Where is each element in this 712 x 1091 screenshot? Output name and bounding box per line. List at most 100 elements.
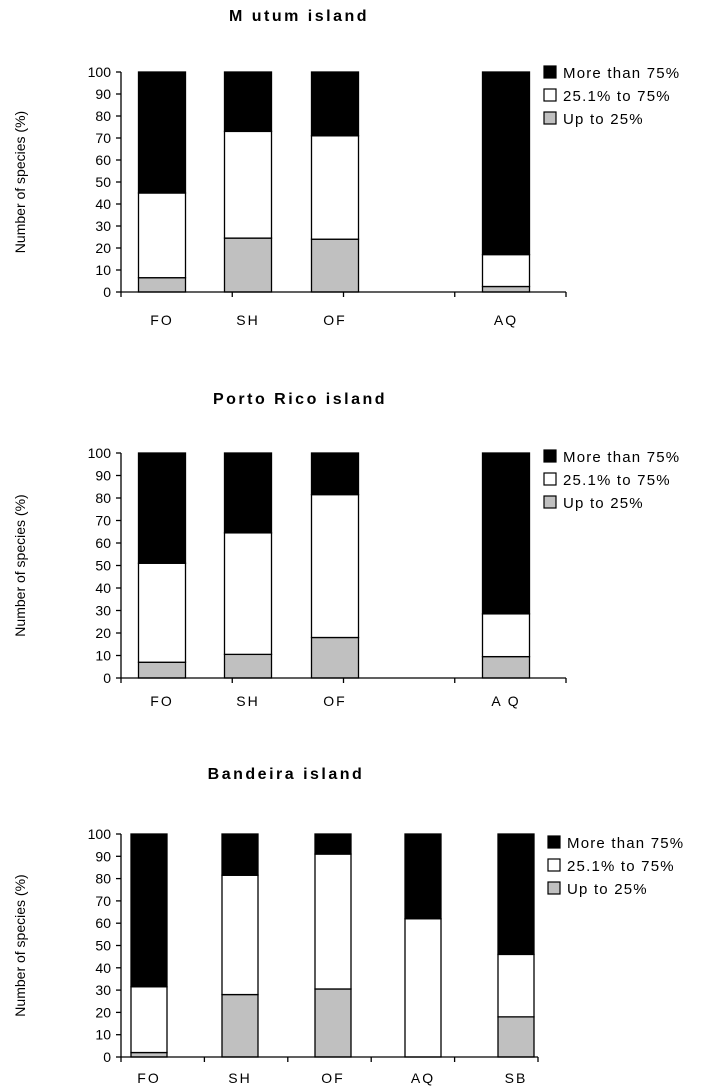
bar-aq-series-1 [481, 285, 531, 293]
bar-sh-series-1 [223, 237, 273, 293]
legend-label: More than 75% [563, 65, 680, 82]
x-tick-label: SH [236, 693, 259, 709]
x-tick-label: AQ [494, 312, 518, 328]
x-tick-label: FO [150, 312, 173, 328]
legend-label: 25.1% to 75% [567, 858, 675, 875]
y-tick-label: 10 [95, 1027, 111, 1043]
y-tick-label: 20 [95, 240, 111, 256]
x-tick-label: AQ [411, 1070, 435, 1086]
y-axis-label: Number of species (%) [12, 494, 28, 636]
bar-aq-series-3 [481, 71, 531, 256]
legend-swatch [543, 88, 557, 102]
y-tick-label: 40 [95, 196, 111, 212]
legend-swatch [543, 65, 557, 79]
bar-sh-series-2 [223, 532, 273, 656]
bar-of-series-3 [310, 71, 360, 137]
bar-aq-series-2 [481, 253, 531, 288]
y-tick-label: 70 [95, 893, 111, 909]
x-tick-label: FO [137, 1070, 160, 1086]
y-tick-label: 80 [95, 108, 111, 124]
y-tick-label: 60 [95, 152, 111, 168]
bar-sh-series-2 [221, 874, 259, 996]
x-tick-label: SH [236, 312, 259, 328]
y-tick-label: 100 [88, 64, 112, 80]
y-tick-label: 60 [95, 915, 111, 931]
y-tick-label: 50 [95, 558, 111, 574]
chart-panel-1: M utum island Number of species (%) FO SH OF… [12, 8, 680, 328]
y-tick-label: 70 [95, 513, 111, 529]
y-tick-label: 90 [95, 86, 111, 102]
legend-label: Up to 25% [567, 881, 648, 898]
bar-of-series-1 [310, 636, 360, 679]
x-tick-label: OF [323, 312, 346, 328]
y-tick-label: 50 [95, 938, 111, 954]
y-tick-label: 20 [95, 1004, 111, 1020]
legend-label: 25.1% to 75% [563, 472, 671, 489]
bar-of-series-1 [310, 238, 360, 293]
chart-title: Bandeira island [208, 766, 365, 783]
y-tick-label: 0 [103, 284, 111, 300]
bar-fo-series-3 [137, 452, 187, 564]
bar-sh-series-3 [223, 452, 273, 534]
bar-aq-series-2 [404, 918, 442, 1058]
x-tick-label: SH [228, 1070, 251, 1086]
y-tick-label: 100 [88, 445, 112, 461]
y-tick-label: 0 [103, 670, 111, 686]
bar-sb-series-3 [497, 833, 535, 956]
bar-fo-series-1 [137, 277, 187, 293]
y-tick-label: 30 [95, 603, 111, 619]
y-tick-label: 10 [95, 262, 111, 278]
bar-aq-series-1 [481, 655, 531, 679]
chart-title: M utum island [229, 8, 369, 25]
x-tick-label: SB [505, 1070, 528, 1086]
legend-label: Up to 25% [563, 495, 644, 512]
bar-fo-series-1 [137, 661, 187, 679]
legend-label: 25.1% to 75% [563, 88, 671, 105]
bar-of-series-3 [310, 452, 360, 496]
y-tick-label: 30 [95, 982, 111, 998]
y-tick-label: 0 [103, 1049, 111, 1065]
bar-of-series-1 [314, 988, 352, 1058]
legend-label: More than 75% [563, 449, 680, 466]
y-axis-label: Number of species (%) [12, 111, 28, 253]
bar-sh-series-3 [223, 71, 273, 133]
legend-swatch [543, 495, 557, 509]
chart-title: Porto Rico island [213, 391, 387, 408]
x-tick-label: OF [323, 693, 346, 709]
bar-sh-series-1 [223, 653, 273, 679]
bar-fo-series-3 [137, 71, 187, 194]
y-tick-label: 40 [95, 960, 111, 976]
bar-aq-series-2 [481, 613, 531, 658]
bar-of-series-3 [314, 833, 352, 855]
legend-swatch [543, 472, 557, 486]
legend-swatch [543, 449, 557, 463]
bar-of-series-2 [310, 493, 360, 639]
y-tick-label: 20 [95, 625, 111, 641]
bar-sh-series-2 [223, 130, 273, 239]
bar-of-series-2 [310, 135, 360, 240]
bar-sh-series-1 [221, 993, 259, 1058]
y-axis-label: Number of species (%) [12, 874, 28, 1016]
x-tick-label: A Q [491, 693, 520, 709]
chart-panel-2: Porto Rico island Number of species (%) FO… [12, 391, 680, 709]
y-tick-label: 10 [95, 648, 111, 664]
y-tick-label: 50 [95, 174, 111, 190]
bar-fo-series-3 [130, 833, 168, 988]
y-tick-label: 90 [95, 848, 111, 864]
bar-sb-series-1 [497, 1016, 535, 1058]
y-tick-label: 100 [88, 826, 112, 842]
y-tick-label: 80 [95, 871, 111, 887]
bar-sh-series-3 [221, 833, 259, 876]
y-tick-label: 60 [95, 535, 111, 551]
bar-fo-series-2 [137, 192, 187, 279]
bar-of-series-2 [314, 853, 352, 990]
bar-fo-series-2 [137, 562, 187, 663]
chart-panel-3: Bandeira island Number of species (%) FO SH… [12, 766, 683, 1086]
bar-aq-series-3 [481, 452, 531, 615]
legend-swatch [543, 111, 557, 125]
bar-sb-series-2 [497, 953, 535, 1018]
legend-swatch [547, 858, 561, 872]
legend-swatch [547, 835, 561, 849]
legend-label: Up to 25% [563, 111, 644, 128]
